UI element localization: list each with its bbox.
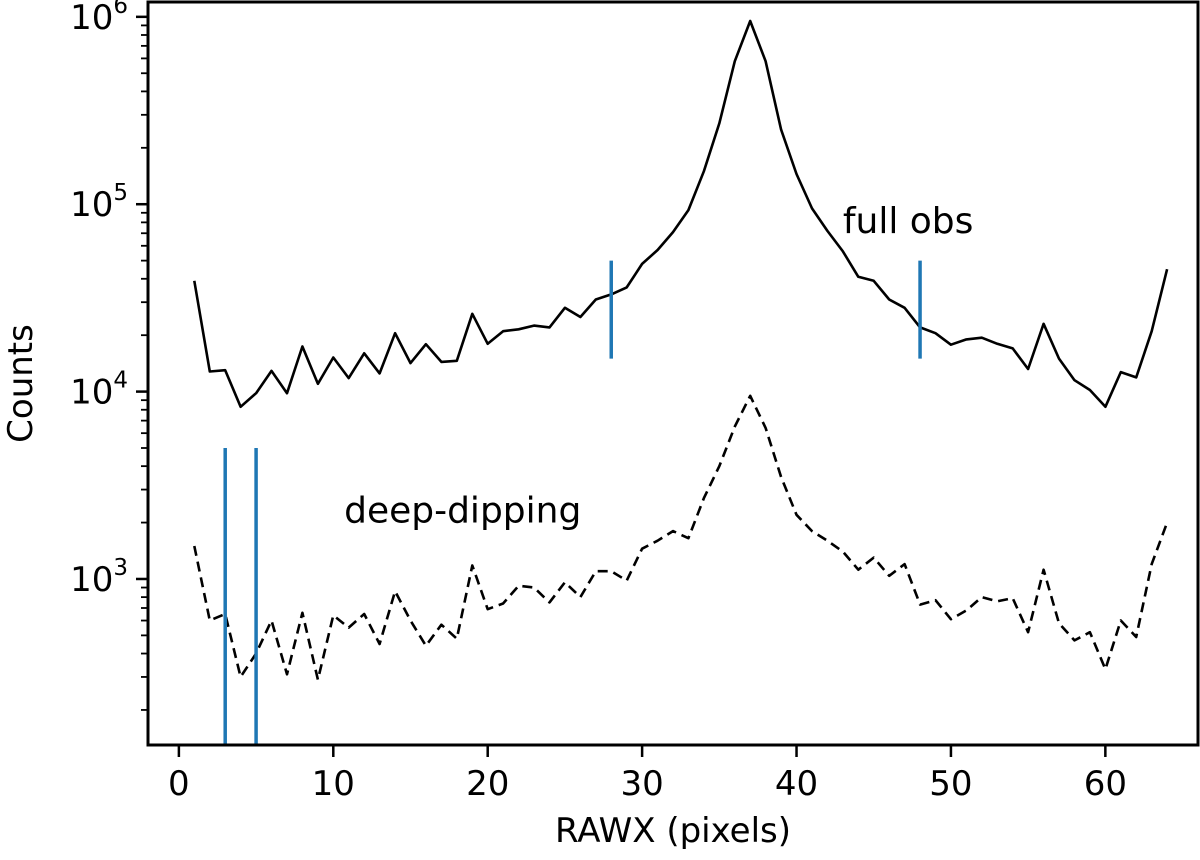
x-axis: 0 10 20 30 40 50 60 <box>168 745 1127 804</box>
y-tick-base: 10 <box>70 185 113 225</box>
x-tick-label: 20 <box>466 764 509 804</box>
x-tick-label: 10 <box>312 764 355 804</box>
y-tick-label: 103 <box>70 555 128 600</box>
x-tick-label: 50 <box>929 764 972 804</box>
annotation-layer: full obs deep-dipping <box>344 201 973 531</box>
series-layer <box>193 19 1169 682</box>
y-tick-label: 105 <box>70 180 128 225</box>
x-tick-label: 0 <box>168 764 190 804</box>
x-axis-label: RAWX (pixels) <box>555 811 791 851</box>
y-tick-exponent: 4 <box>113 368 128 394</box>
x-tick-label: 40 <box>775 764 818 804</box>
y-tick-exponent: 6 <box>113 0 128 19</box>
y-tick-base: 10 <box>70 373 113 413</box>
y-tick-label: 104 <box>70 368 128 413</box>
y-tick-label: 106 <box>70 0 128 38</box>
series-full-obs-line <box>193 19 1169 409</box>
annotation-label: full obs <box>843 201 974 242</box>
y-tick-base: 10 <box>70 560 113 600</box>
y-tick-exponent: 3 <box>113 555 128 581</box>
x-tick-label: 60 <box>1084 764 1127 804</box>
y-axis-label: Counts <box>1 324 41 443</box>
vline-layer <box>223 260 922 745</box>
plot-frame <box>146 0 1200 747</box>
y-tick-exponent: 5 <box>113 180 128 206</box>
series-deep-dipping-line <box>193 394 1169 682</box>
x-tick-label: 30 <box>620 764 663 804</box>
y-tick-base: 10 <box>70 0 113 38</box>
annotation-label: deep-dipping <box>344 491 581 532</box>
